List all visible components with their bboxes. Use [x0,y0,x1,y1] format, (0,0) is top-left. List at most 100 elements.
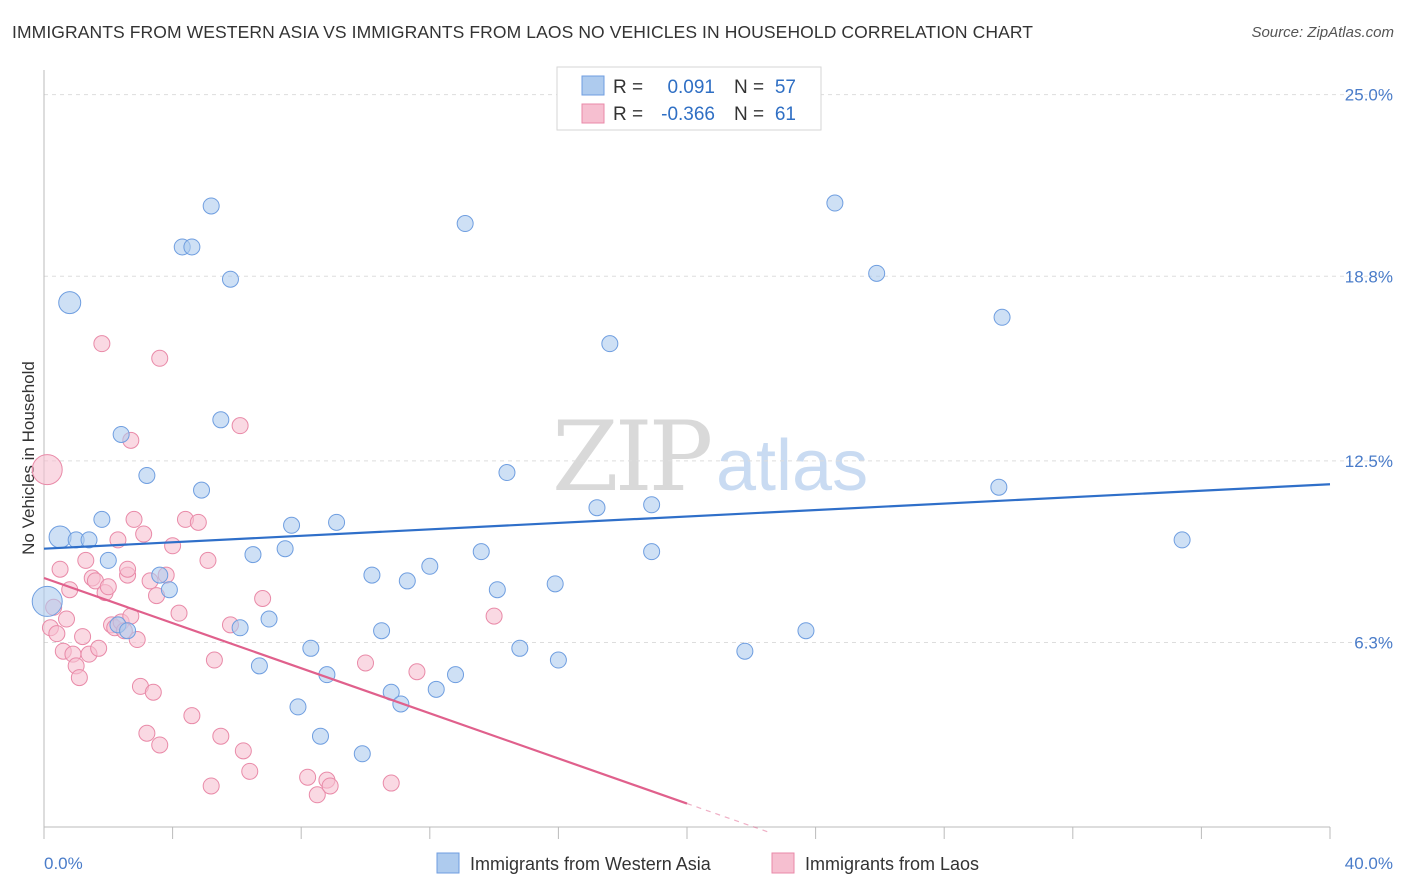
legend-n-value-1: 57 [775,77,796,98]
western-asia-point [231,619,249,637]
western-asia-point [160,581,178,599]
laos-point [151,349,169,367]
western-asia-point [302,639,320,657]
western-asia-point [456,215,474,233]
western-asia-point [1173,531,1191,549]
laos-point [308,786,326,804]
legend-n-value-2: 61 [775,104,796,125]
laos-point [212,727,230,745]
western-asia-point [427,680,445,698]
y-tick-label: 12.5% [1345,452,1393,471]
laos-point [321,777,339,795]
watermark: ZIP atlas [552,401,868,513]
legend-label-western-asia: Immigrants from Western Asia [470,854,712,874]
western-asia-point [260,610,278,628]
western-asia-point [363,566,381,584]
western-asia-point [112,425,130,443]
laos-point [74,628,92,646]
western-asia-point [643,543,661,561]
legend-swatch-laos [771,852,795,874]
laos-point [170,604,188,622]
correlation-legend: R = 0.091 N = 57 R = -0.366 N = 61 [556,66,822,131]
western-asia-point [373,622,391,640]
legend-r-value-2: -0.366 [661,104,715,125]
laos-point [144,683,162,701]
laos-point [231,417,249,435]
laos-point [151,736,169,754]
laos-point [199,551,217,569]
western-asia-point [472,543,490,561]
laos-trend-line [43,576,688,805]
laos-point [70,669,88,687]
western-asia-point [353,745,371,763]
laos-point [51,560,69,578]
y-tick-label: 18.8% [1345,267,1393,286]
laos-trend-extension [686,802,768,833]
western-asia-point [588,499,606,517]
western-asia-point [990,478,1008,496]
western-asia-point [183,238,201,256]
laos-point [299,768,317,786]
laos-point [382,774,400,792]
western-asia-point [546,575,564,593]
laos-point [90,639,108,657]
laos-point [58,610,76,628]
western-asia-point [283,516,301,534]
western-asia-point [289,698,307,716]
western-asia-point [643,496,661,514]
laos-point [205,651,223,669]
western-asia-point [99,551,117,569]
laos-point [77,551,95,569]
western-asia-point [221,270,239,288]
gridlines [44,94,1395,643]
western-asia-point [868,264,886,282]
western-asia-point [151,566,169,584]
laos-point [99,578,117,596]
western-asia-point [498,464,516,482]
western-asia-point [993,308,1011,326]
western-asia-point [601,335,619,353]
laos-point [189,513,207,531]
western-asia-point [58,291,82,315]
western-asia-point [826,194,844,212]
western-asia-point [736,642,754,660]
trend-lines [43,483,1331,833]
laos-point [119,560,137,578]
western-asia-trend-line [43,483,1331,550]
y-tick-label: 6.3% [1354,633,1393,652]
series-western-asia-points [31,194,1191,763]
laos-point [241,762,259,780]
x-tick-label-min: 0.0% [44,854,83,873]
legend-r-label-1: R = [613,77,643,98]
legend-r-value-1: 0.091 [667,77,715,98]
western-asia-point [276,540,294,558]
y-tick-label: 25.0% [1345,86,1393,105]
laos-point [202,777,220,795]
western-asia-point [244,546,262,564]
y-axis-title: No Vehicles in Household [19,361,38,555]
laos-point [164,537,182,555]
western-asia-point [797,622,815,640]
series-legend: Immigrants from Western Asia Immigrants … [436,852,979,874]
western-asia-point [549,651,567,669]
western-asia-point [328,513,346,531]
western-asia-point [80,531,98,549]
legend-r-label-2: R = [613,104,643,125]
western-asia-point [93,510,111,528]
western-asia-point [48,525,72,549]
western-asia-point [488,581,506,599]
western-asia-point [31,585,63,617]
legend-swatch-blue [581,75,605,96]
laos-point [48,625,66,643]
laos-point [93,335,111,353]
watermark-atlas: atlas [716,426,868,506]
western-asia-point [138,466,156,484]
western-asia-point [202,197,220,215]
laos-point [138,724,156,742]
legend-n-label-1: N = [734,77,764,98]
western-asia-point [119,622,137,640]
x-axis-ticks [43,827,1331,839]
source-label: Source: ZipAtlas.com [1251,24,1394,41]
legend-swatch-pink [581,103,605,124]
